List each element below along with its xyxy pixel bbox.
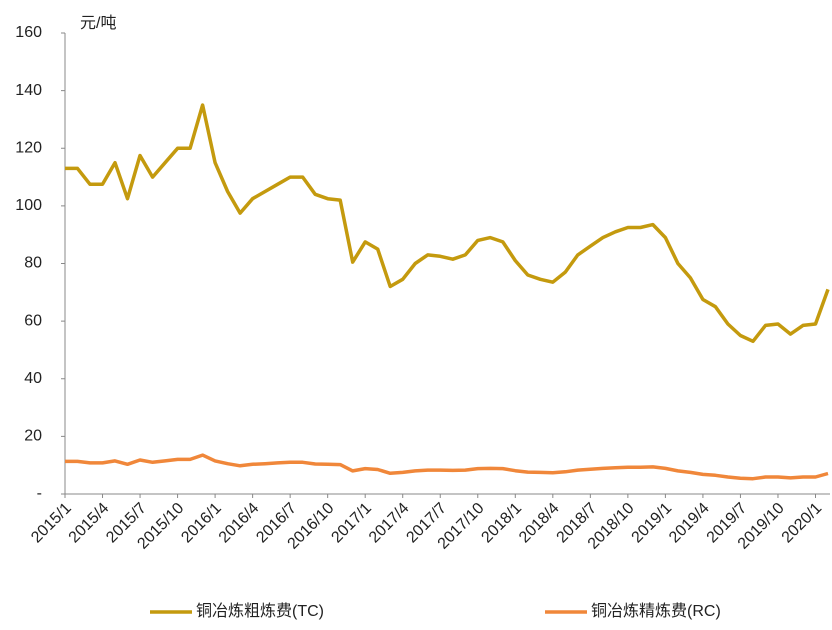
legend-label: 铜冶炼粗炼费(TC) — [196, 602, 324, 620]
x-tick-label: 2017/1 — [328, 500, 375, 547]
x-tick-label: 2016/4 — [216, 500, 263, 547]
x-tick-label: 2017/4 — [366, 500, 413, 547]
y-tick-label: 140 — [15, 82, 42, 99]
x-tick-label: 2015/4 — [66, 500, 113, 547]
legend-label: 铜冶炼精炼费(RC) — [591, 602, 721, 620]
x-tick-label: 2019/4 — [666, 500, 713, 547]
y-tick-label: 100 — [15, 197, 42, 214]
y-tick-label: 120 — [15, 139, 42, 156]
y-tick-label: 60 — [24, 312, 42, 329]
x-tick-label: 2020/1 — [779, 500, 826, 547]
x-tick-label: 2018/4 — [516, 500, 563, 547]
y-unit-label: 元/吨 — [80, 14, 116, 32]
x-tick-label: 2019/1 — [629, 500, 676, 547]
y-tick-label: 20 — [24, 428, 42, 445]
series-line — [65, 453, 829, 481]
y-tick-label: 40 — [24, 370, 42, 387]
x-tick-label: 2016/1 — [178, 500, 225, 547]
y-tick-label: 80 — [24, 255, 42, 272]
y-tick-label: 160 — [15, 24, 42, 41]
y-tick-label: - — [37, 485, 42, 502]
series-line — [65, 103, 830, 344]
x-tick-label: 2018/1 — [478, 500, 525, 547]
x-tick-label: 2015/1 — [28, 500, 75, 547]
